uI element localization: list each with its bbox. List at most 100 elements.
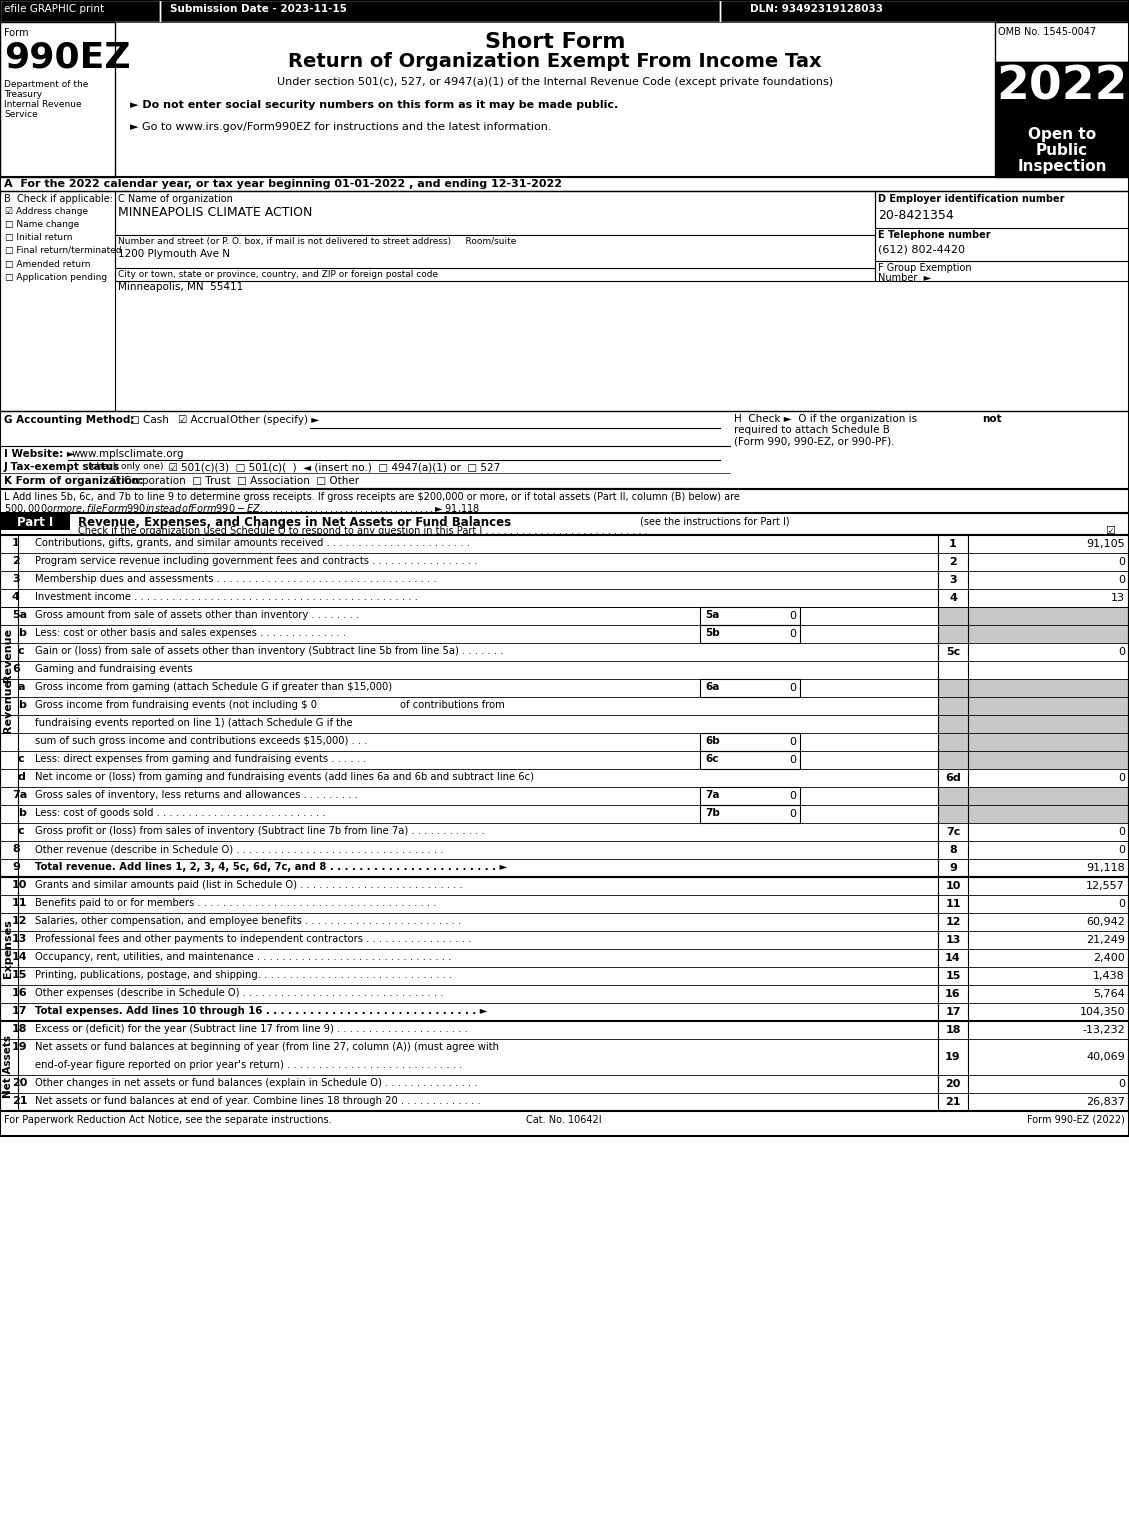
Text: c: c (18, 753, 25, 764)
Text: b: b (18, 700, 26, 711)
Text: 12: 12 (945, 917, 961, 927)
Text: H  Check ►  O if the organization is: H Check ► O if the organization is (734, 413, 917, 424)
Text: 0: 0 (1118, 827, 1124, 837)
Text: DLN: 93492319128033: DLN: 93492319128033 (750, 5, 883, 14)
Text: 2: 2 (949, 557, 957, 567)
Text: Gross income from fundraising events (not including $ 0: Gross income from fundraising events (no… (35, 700, 317, 711)
Text: 18: 18 (945, 1025, 961, 1035)
Text: 13: 13 (1111, 593, 1124, 602)
Text: 40,069: 40,069 (1086, 1052, 1124, 1061)
Text: 5c: 5c (946, 647, 960, 657)
Text: 1: 1 (12, 538, 19, 547)
Text: Program service revenue including government fees and contracts . . . . . . . . : Program service revenue including govern… (35, 557, 478, 566)
Text: 13: 13 (12, 933, 27, 944)
Text: Grants and similar amounts paid (list in Schedule O) . . . . . . . . . . . . . .: Grants and similar amounts paid (list in… (35, 880, 463, 891)
Text: 3: 3 (12, 573, 19, 584)
Text: 7c: 7c (946, 827, 960, 837)
Text: Gross profit or (loss) from sales of inventory (Subtract line 7b from line 7a) .: Gross profit or (loss) from sales of inv… (35, 827, 484, 836)
Text: J Tax-exempt status: J Tax-exempt status (5, 462, 121, 473)
Text: City or town, state or province, country, and ZIP or foreign postal code: City or town, state or province, country… (119, 270, 438, 279)
Text: 0: 0 (789, 737, 796, 747)
Text: G Accounting Method:: G Accounting Method: (5, 415, 134, 425)
Text: 0: 0 (1118, 900, 1124, 909)
Text: Internal Revenue: Internal Revenue (5, 101, 81, 108)
Bar (0, 0, 1129, 1136)
Text: 16: 16 (12, 988, 27, 997)
Text: fundraising events reported on line 1) (attach Schedule G if the: fundraising events reported on line 1) (… (35, 718, 352, 727)
Text: 20: 20 (945, 1080, 961, 1089)
Text: 10: 10 (12, 880, 27, 891)
Text: Benefits paid to or for members . . . . . . . . . . . . . . . . . . . . . . . . : Benefits paid to or for members . . . . … (35, 898, 437, 907)
Text: Gross income from gaming (attach Schedule G if greater than $15,000): Gross income from gaming (attach Schedul… (35, 682, 392, 692)
Text: 7b: 7b (704, 808, 720, 817)
Text: 0: 0 (1118, 557, 1124, 567)
Text: Professional fees and other payments to independent contractors . . . . . . . . : Professional fees and other payments to … (35, 933, 472, 944)
Text: B  Check if applicable:: B Check if applicable: (5, 194, 113, 204)
Text: □ Cash: □ Cash (130, 415, 169, 425)
Text: 990EZ: 990EZ (5, 40, 131, 75)
Bar (700, 750, 800, 769)
Bar (700, 805, 800, 824)
Bar (0, 512, 70, 531)
Text: D Employer identification number: D Employer identification number (878, 194, 1065, 204)
Text: 0: 0 (1118, 575, 1124, 586)
Text: 16: 16 (945, 990, 961, 999)
Text: Gross amount from sale of assets other than inventory . . . . . . . .: Gross amount from sale of assets other t… (35, 610, 359, 621)
Text: Total revenue. Add lines 1, 2, 3, 4, 5c, 6d, 7c, and 8 . . . . . . . . . . . . .: Total revenue. Add lines 1, 2, 3, 4, 5c,… (35, 862, 507, 872)
Bar (0, 412, 730, 445)
Text: 9: 9 (12, 862, 20, 872)
Text: 0: 0 (1118, 845, 1124, 856)
Text: c: c (18, 647, 25, 656)
Text: Revenue: Revenue (3, 679, 14, 734)
Text: 0: 0 (789, 612, 796, 621)
Text: Less: cost of goods sold . . . . . . . . . . . . . . . . . . . . . . . . . . .: Less: cost of goods sold . . . . . . . .… (35, 808, 325, 817)
Text: 6a: 6a (704, 682, 719, 692)
Text: I Website: ►: I Website: ► (5, 448, 75, 459)
Text: □ Name change: □ Name change (5, 220, 79, 229)
Text: 0: 0 (789, 755, 796, 766)
Text: Less: direct expenses from gaming and fundraising events . . . . . .: Less: direct expenses from gaming and fu… (35, 753, 367, 764)
Text: 13: 13 (945, 935, 961, 945)
Text: 15: 15 (945, 971, 961, 981)
Bar (938, 679, 1129, 697)
Text: c: c (18, 827, 25, 836)
Text: 12: 12 (12, 917, 27, 926)
Text: 1,438: 1,438 (1093, 971, 1124, 981)
Text: a: a (18, 682, 26, 692)
Text: 7a: 7a (704, 790, 719, 801)
Text: For Paperwork Reduction Act Notice, see the separate instructions.: For Paperwork Reduction Act Notice, see … (5, 1115, 332, 1125)
Bar (938, 805, 1129, 824)
Text: 21: 21 (12, 1096, 27, 1106)
Bar (938, 625, 1129, 644)
Bar (0, 191, 115, 412)
Text: Net income or (loss) from gaming and fundraising events (add lines 6a and 6b and: Net income or (loss) from gaming and fun… (35, 772, 534, 782)
Text: www.mplsclimate.org: www.mplsclimate.org (72, 448, 184, 459)
Text: Number and street (or P. O. box, if mail is not delivered to street address)    : Number and street (or P. O. box, if mail… (119, 236, 516, 246)
Text: b: b (18, 808, 26, 817)
Text: MINNEAPOLIS CLIMATE ACTION: MINNEAPOLIS CLIMATE ACTION (119, 206, 313, 220)
Text: Form: Form (5, 27, 28, 38)
Text: Gaming and fundraising events: Gaming and fundraising events (35, 663, 193, 674)
Text: not: not (982, 413, 1001, 424)
Text: Net assets or fund balances at beginning of year (from line 27, column (A)) (mus: Net assets or fund balances at beginning… (35, 1042, 499, 1052)
Text: E Telephone number: E Telephone number (878, 230, 990, 239)
Text: 7a: 7a (12, 790, 27, 801)
Text: 11: 11 (945, 900, 961, 909)
Text: □ Final return/terminated: □ Final return/terminated (5, 246, 122, 255)
Text: Total expenses. Add lines 10 through 16 . . . . . . . . . . . . . . . . . . . . : Total expenses. Add lines 10 through 16 … (35, 1006, 488, 1016)
Text: 18: 18 (12, 1023, 27, 1034)
Text: of contributions from: of contributions from (400, 700, 505, 711)
Bar (0, 0, 1129, 21)
Text: Expenses: Expenses (3, 920, 14, 979)
Text: Cat. No. 10642I: Cat. No. 10642I (526, 1115, 602, 1125)
Text: 19: 19 (945, 1052, 961, 1061)
Text: 0: 0 (1118, 1080, 1124, 1089)
Text: 1: 1 (949, 538, 957, 549)
Text: □ Amended return: □ Amended return (5, 259, 90, 268)
Bar (730, 412, 1129, 445)
Text: Net assets or fund balances at end of year. Combine lines 18 through 20 . . . . : Net assets or fund balances at end of ye… (35, 1096, 481, 1106)
Bar (720, 0, 1129, 21)
Text: Under section 501(c), 527, or 4947(a)(1) of the Internal Revenue Code (except pr: Under section 501(c), 527, or 4947(a)(1)… (277, 76, 833, 87)
Text: Return of Organization Exempt From Income Tax: Return of Organization Exempt From Incom… (288, 52, 822, 72)
Bar (115, 191, 875, 281)
